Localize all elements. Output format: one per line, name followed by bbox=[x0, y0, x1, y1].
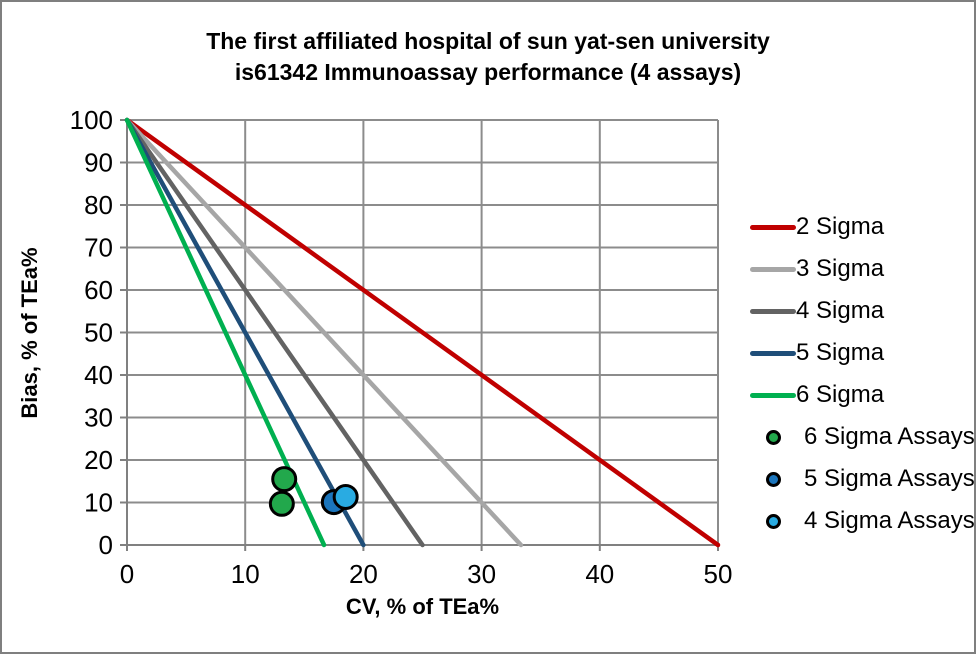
x-tick-label: 10 bbox=[231, 559, 260, 589]
y-tick-label: 20 bbox=[84, 445, 113, 475]
chart-title: The first affiliated hospital of sun yat… bbox=[2, 26, 974, 88]
legend-item-4-sigma: 4 Sigma bbox=[750, 290, 970, 332]
legend-dot-swatch bbox=[765, 513, 781, 529]
x-tick-label: 50 bbox=[704, 559, 733, 589]
y-tick-label: 50 bbox=[84, 318, 113, 348]
legend-dot-swatch bbox=[765, 429, 781, 445]
y-tick-label: 30 bbox=[84, 403, 113, 433]
y-axis-title: Bias, % of TEa% bbox=[17, 247, 42, 419]
legend-label: 2 Sigma bbox=[796, 213, 885, 240]
legend-dot-swatch-wrap bbox=[750, 513, 796, 529]
marker-4-sigma-assays bbox=[332, 483, 359, 510]
legend-item-5-sigma-assays: 5 Sigma Assays bbox=[750, 458, 974, 500]
y-tick-label: 90 bbox=[84, 148, 113, 178]
y-tick-label: 60 bbox=[84, 275, 113, 305]
chart-title-line2: is61342 Immunoassay performance (4 assay… bbox=[234, 59, 742, 85]
legend-label: 6 Sigma bbox=[796, 381, 885, 408]
y-tick-label: 100 bbox=[70, 105, 113, 135]
y-tick-label: 10 bbox=[84, 488, 113, 518]
legend-item-5-sigma: 5 Sigma bbox=[750, 332, 970, 374]
series-line-2-sigma bbox=[124, 117, 721, 548]
legend-label: 3 Sigma bbox=[796, 255, 885, 282]
legend-label: 5 Sigma Assays bbox=[804, 465, 975, 492]
legend-dot-swatch bbox=[765, 471, 781, 487]
legend-line-swatch bbox=[750, 266, 796, 272]
legend: 2 Sigma 3 Sigma 4 Sigma 5 Sigma 6 Sigma 6 Sig… bbox=[750, 206, 974, 542]
chart-title-line1: The first affiliated hospital of sun yat… bbox=[206, 28, 770, 54]
legend-line-swatch bbox=[750, 350, 796, 356]
legend-line-swatch bbox=[750, 392, 796, 398]
x-tick-label: 30 bbox=[467, 559, 496, 589]
y-tick-label: 40 bbox=[84, 360, 113, 390]
series-line-4-sigma bbox=[124, 117, 425, 548]
x-tick-label: 40 bbox=[585, 559, 614, 589]
legend-item-6-sigma: 6 Sigma bbox=[750, 374, 970, 416]
legend-item-6-sigma-assays: 6 Sigma Assays bbox=[750, 416, 974, 458]
legend-label: 4 Sigma bbox=[796, 297, 885, 324]
series-line-3-sigma bbox=[124, 117, 524, 548]
legend-label: 6 Sigma Assays bbox=[804, 423, 975, 450]
y-tick-label: 0 bbox=[99, 530, 113, 560]
marker-6-sigma-assays bbox=[271, 466, 298, 493]
legend-item-3-sigma: 3 Sigma bbox=[750, 248, 970, 290]
x-axis-title: CV, % of TEa% bbox=[345, 594, 500, 619]
marker-6-sigma-assays bbox=[268, 490, 295, 517]
legend-dot-swatch-wrap bbox=[750, 471, 796, 487]
legend-label: 4 Sigma Assays bbox=[804, 507, 975, 534]
y-tick-label: 80 bbox=[84, 190, 113, 220]
legend-line-swatch bbox=[750, 308, 796, 314]
x-tick-label: 20 bbox=[349, 559, 378, 589]
legend-item-2-sigma: 2 Sigma bbox=[750, 206, 970, 248]
y-tick-label: 70 bbox=[84, 233, 113, 263]
x-tick-label: 0 bbox=[120, 559, 134, 589]
legend-label: 5 Sigma bbox=[796, 339, 885, 366]
series-line-5-sigma bbox=[124, 117, 366, 548]
legend-item-4-sigma-assays: 4 Sigma Assays bbox=[750, 500, 974, 542]
legend-dot-swatch-wrap bbox=[750, 429, 796, 445]
legend-line-swatch bbox=[750, 224, 796, 230]
